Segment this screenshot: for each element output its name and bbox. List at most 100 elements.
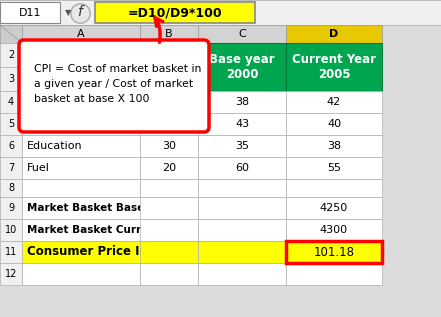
Bar <box>286 25 382 43</box>
Bar <box>198 179 286 197</box>
Text: 40: 40 <box>327 119 341 129</box>
Text: 20: 20 <box>162 119 176 129</box>
Text: CPI = Cost of market basket in
a given year / Cost of market
basket at base X 10: CPI = Cost of market basket in a given y… <box>34 64 202 104</box>
Bar <box>22 91 140 113</box>
Bar <box>198 219 286 241</box>
Circle shape <box>73 5 87 20</box>
Bar <box>198 43 286 91</box>
Bar <box>22 25 140 43</box>
Bar <box>0 2 60 23</box>
Bar <box>140 135 198 157</box>
Text: B: B <box>165 29 173 39</box>
Bar <box>0 91 22 113</box>
Bar <box>140 43 198 91</box>
Bar <box>0 113 22 135</box>
Bar <box>0 25 22 43</box>
Text: 60: 60 <box>235 163 249 173</box>
Bar <box>198 25 286 43</box>
Text: 2: 2 <box>8 50 14 60</box>
Bar <box>0 43 22 67</box>
Text: Consumer Price Index (CPI): Consumer Price Index (CPI) <box>27 245 209 258</box>
Bar <box>140 219 198 241</box>
Bar <box>22 219 286 241</box>
Bar <box>140 263 198 285</box>
Bar <box>22 263 140 285</box>
Text: Base year
2000: Base year 2000 <box>209 53 275 81</box>
Text: A: A <box>77 29 85 39</box>
Bar <box>95 2 255 23</box>
Bar <box>22 241 286 263</box>
Bar <box>198 91 286 113</box>
Bar <box>286 241 382 263</box>
Bar <box>286 113 382 135</box>
Bar <box>286 91 382 113</box>
Bar <box>0 197 22 219</box>
Text: 4250: 4250 <box>320 203 348 213</box>
Bar <box>198 157 286 179</box>
Text: =D10/D9*100: =D10/D9*100 <box>128 6 222 19</box>
Bar <box>22 113 140 135</box>
Bar <box>0 0 441 25</box>
Text: 20: 20 <box>162 163 176 173</box>
Bar <box>140 113 198 135</box>
Text: Market Basket Current year - 2005: Market Basket Current year - 2005 <box>27 225 231 235</box>
Text: 30: 30 <box>162 141 176 151</box>
Bar <box>22 135 140 157</box>
Text: 4: 4 <box>8 97 14 107</box>
Bar <box>0 219 22 241</box>
Bar <box>286 135 382 157</box>
Bar <box>286 219 382 241</box>
Bar <box>198 263 286 285</box>
Text: 9: 9 <box>8 203 14 213</box>
Bar <box>0 135 22 157</box>
Text: 6: 6 <box>8 141 14 151</box>
Text: 38: 38 <box>235 97 249 107</box>
Text: Food: Food <box>27 97 54 107</box>
Bar <box>0 67 22 91</box>
Text: D11: D11 <box>19 8 41 17</box>
Bar <box>286 263 382 285</box>
Bar <box>140 157 198 179</box>
Text: Current Year
2005: Current Year 2005 <box>292 53 376 81</box>
Text: 38: 38 <box>327 141 341 151</box>
Text: ▼: ▼ <box>65 8 71 17</box>
Text: 55: 55 <box>327 163 341 173</box>
Text: 3: 3 <box>8 74 14 84</box>
Text: 7: 7 <box>8 163 14 173</box>
Text: 35: 35 <box>235 141 249 151</box>
Bar <box>140 241 198 263</box>
Bar <box>0 157 22 179</box>
Text: f: f <box>78 5 82 20</box>
Bar <box>140 197 198 219</box>
FancyBboxPatch shape <box>19 40 209 132</box>
Bar <box>0 241 22 263</box>
Bar <box>22 197 286 219</box>
Text: 8: 8 <box>8 183 14 193</box>
Bar <box>198 241 286 263</box>
Text: 43: 43 <box>235 119 249 129</box>
Text: 101.18: 101.18 <box>314 245 355 258</box>
Bar <box>286 179 382 197</box>
FancyArrowPatch shape <box>155 18 163 42</box>
Bar <box>198 135 286 157</box>
Text: Market Basket Base year - 2000: Market Basket Base year - 2000 <box>27 203 214 213</box>
Text: 30: 30 <box>162 97 176 107</box>
Bar <box>22 179 140 197</box>
Bar <box>286 197 382 219</box>
Text: 11: 11 <box>5 247 17 257</box>
Text: Fuel: Fuel <box>27 163 50 173</box>
Text: 4300: 4300 <box>320 225 348 235</box>
Bar <box>198 197 286 219</box>
Bar <box>140 91 198 113</box>
Bar <box>22 43 140 91</box>
Bar <box>286 43 382 91</box>
Text: C: C <box>238 29 246 39</box>
Text: 12: 12 <box>5 269 17 279</box>
Text: Clothes: Clothes <box>27 119 69 129</box>
Text: 5: 5 <box>8 119 14 129</box>
Bar <box>198 113 286 135</box>
Bar <box>22 157 140 179</box>
Bar <box>286 157 382 179</box>
Bar <box>0 179 22 197</box>
Bar <box>140 25 198 43</box>
